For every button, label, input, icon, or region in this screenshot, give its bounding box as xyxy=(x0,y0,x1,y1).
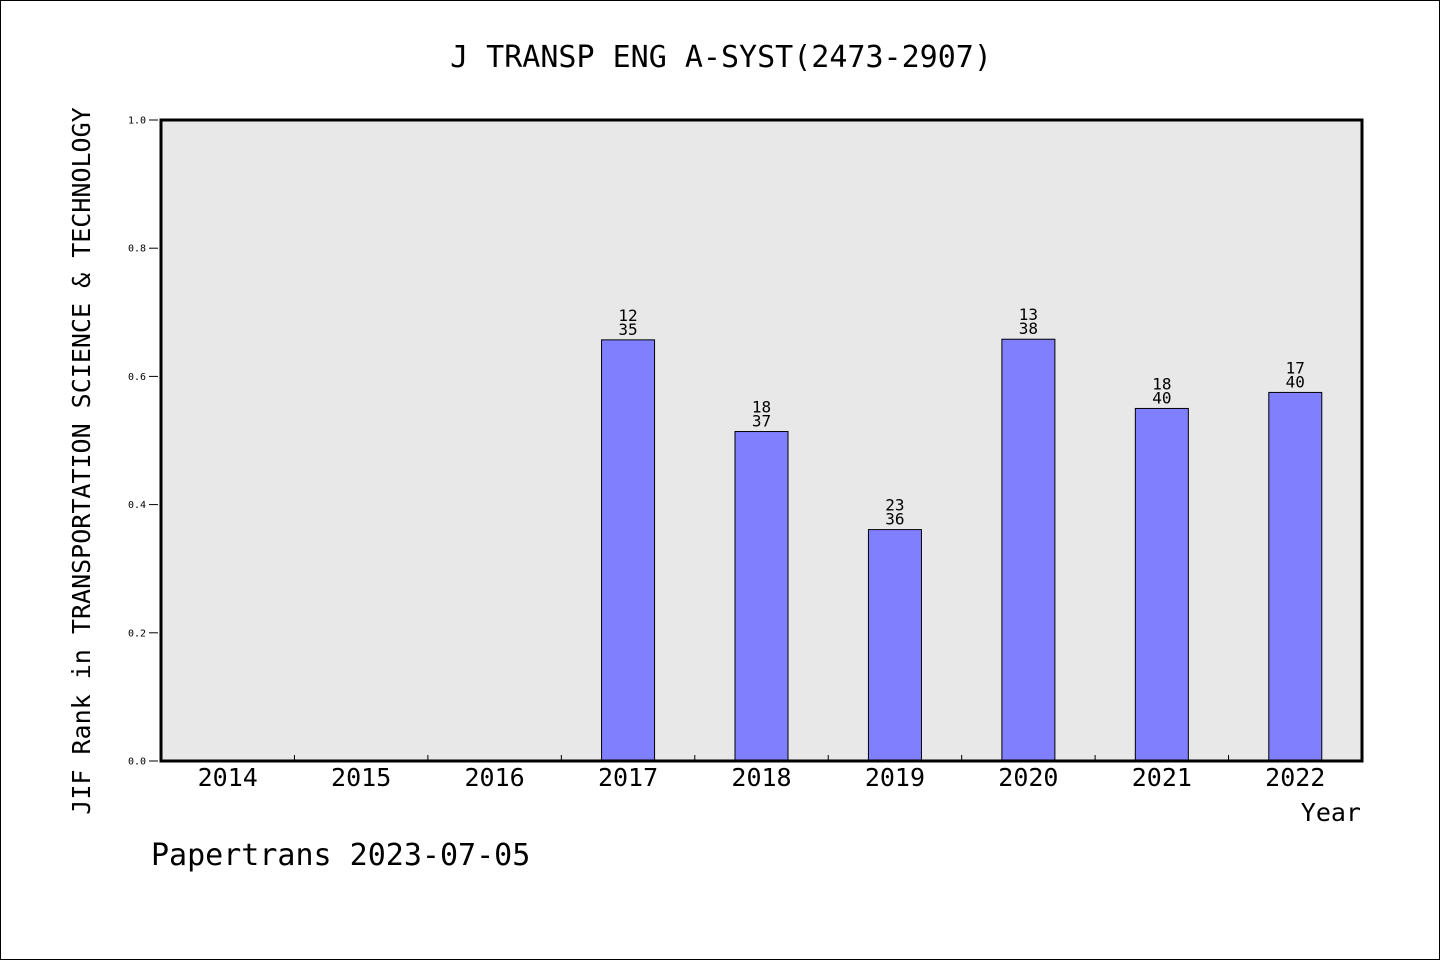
x-tick-label: 2014 xyxy=(198,763,258,792)
bar-total-label: 40 xyxy=(1286,372,1305,391)
bar-2020 xyxy=(1001,338,1056,762)
bar-2019 xyxy=(867,529,922,762)
x-tick-label: 2020 xyxy=(998,763,1058,792)
bar-total-label: 35 xyxy=(618,320,637,339)
plot-border xyxy=(159,118,1364,763)
x-tick-label: 2017 xyxy=(598,763,658,792)
y-tick-label: 0.0 xyxy=(128,757,146,768)
bar-rank-label: 23 xyxy=(885,496,904,515)
bar-rank-label: 17 xyxy=(1286,358,1305,377)
x-tick-label: 2016 xyxy=(465,763,525,792)
y-tick-label: 0.8 xyxy=(128,244,146,255)
bar-2017 xyxy=(601,339,656,762)
bar-total-label: 37 xyxy=(752,412,771,431)
x-tick-label: 2018 xyxy=(731,763,791,792)
bar-2022 xyxy=(1268,391,1323,762)
bar-total-label: 38 xyxy=(1019,319,1038,338)
bar-rank-label: 18 xyxy=(1152,374,1171,393)
bar-rank-label: 12 xyxy=(618,306,637,325)
y-axis-label: JIF Rank in TRANSPORTATION SCIENCE & TEC… xyxy=(67,107,96,814)
x-tick-label: 2019 xyxy=(865,763,925,792)
bar-2021 xyxy=(1134,407,1189,762)
x-tick-label: 2022 xyxy=(1265,763,1325,792)
x-tick-label: 2021 xyxy=(1132,763,1192,792)
bar-rank-label: 13 xyxy=(1019,305,1038,324)
y-tick-label: 0.2 xyxy=(128,628,146,639)
bar-total-label: 40 xyxy=(1152,388,1171,407)
footer-credit: Papertrans 2023-07-05 xyxy=(151,838,530,873)
chart-title: J TRANSP ENG A-SYST(2473-2907) xyxy=(450,40,992,75)
bar-rank-label: 18 xyxy=(752,398,771,417)
x-axis-label: Year xyxy=(1301,798,1361,827)
y-tick-label: 1.0 xyxy=(128,116,146,127)
y-tick-label: 0.4 xyxy=(128,500,146,511)
bar-total-label: 36 xyxy=(885,510,904,529)
y-tick-label: 0.6 xyxy=(128,372,146,383)
bar-2018 xyxy=(734,431,789,762)
x-tick-label: 2015 xyxy=(331,763,391,792)
